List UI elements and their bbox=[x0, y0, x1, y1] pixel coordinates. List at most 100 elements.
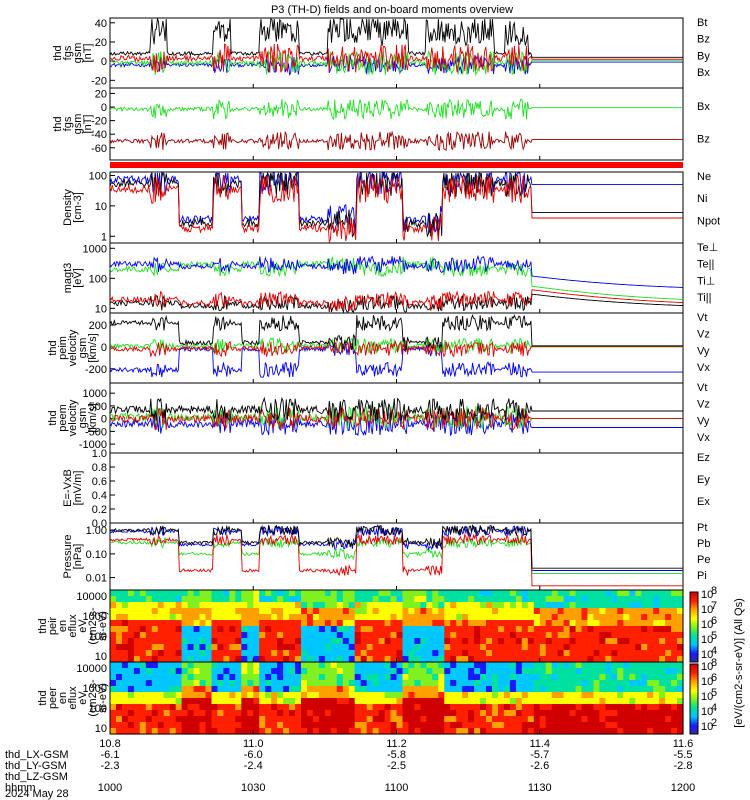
heatmap-cell bbox=[139, 716, 147, 723]
heatmap-cell bbox=[677, 638, 684, 645]
heatmap-cell bbox=[145, 638, 153, 645]
heatmap-cell bbox=[378, 680, 386, 687]
heatmap-cell bbox=[318, 674, 326, 681]
colorbar-tick: 10 bbox=[701, 661, 713, 673]
heatmap-cell bbox=[396, 704, 404, 711]
heatmap-cell bbox=[402, 674, 410, 681]
heatmap-cell bbox=[587, 674, 595, 681]
heatmap-cell bbox=[557, 656, 565, 663]
colorbar-tick: 10 bbox=[701, 619, 713, 631]
heatmap-cell bbox=[545, 596, 553, 603]
heatmap-cell bbox=[396, 716, 404, 723]
heatmap-cell bbox=[265, 602, 272, 609]
heatmap-cell bbox=[348, 590, 356, 597]
heatmap-cell bbox=[348, 620, 356, 627]
heatmap-cell bbox=[486, 668, 493, 675]
heatmap-cell bbox=[647, 632, 654, 639]
heatmap-cell bbox=[563, 692, 571, 699]
heatmap-cell bbox=[438, 698, 445, 705]
heatmap-cell bbox=[462, 590, 469, 597]
heatmap-cell bbox=[647, 710, 654, 717]
heatmap-cell bbox=[127, 632, 135, 639]
heatmap-cell bbox=[366, 620, 374, 627]
heatmap-cell bbox=[503, 728, 511, 735]
heatmap-cell bbox=[653, 704, 660, 711]
heatmap-cell bbox=[498, 710, 505, 717]
heatmap-cell bbox=[671, 638, 678, 645]
heatmap-cell bbox=[205, 710, 213, 717]
heatmap-cell bbox=[629, 596, 636, 603]
heatmap-cell bbox=[110, 680, 117, 687]
heatmap-cell bbox=[414, 644, 421, 651]
heatmap-cell bbox=[121, 650, 129, 657]
heatmap-cell bbox=[199, 596, 207, 603]
heatmap-cell bbox=[217, 662, 224, 669]
heatmap-cell bbox=[396, 686, 404, 693]
heatmap-cell bbox=[408, 608, 415, 615]
heatmap-cell bbox=[378, 656, 386, 663]
heatmap-cell bbox=[133, 644, 141, 651]
heatmap-cell bbox=[289, 626, 296, 633]
heatmap-cell bbox=[277, 626, 284, 633]
heatmap-cell bbox=[241, 638, 248, 645]
heatmap-cell bbox=[623, 686, 630, 693]
heatmap-cell bbox=[181, 722, 189, 729]
heatmap-cell bbox=[307, 722, 314, 729]
heatmap-cell bbox=[169, 668, 177, 675]
heatmap-cell bbox=[211, 728, 219, 735]
heatmap-cell bbox=[187, 698, 195, 705]
heatmap-cell bbox=[480, 596, 487, 603]
y-tick-label: 0 bbox=[101, 414, 107, 426]
heatmap-cell bbox=[402, 590, 410, 597]
heatmap-cell bbox=[623, 728, 630, 735]
heatmap-cell bbox=[587, 596, 595, 603]
heatmap-cell bbox=[127, 608, 135, 615]
heatmap-cell bbox=[283, 656, 290, 663]
heatmap-cell bbox=[175, 668, 183, 675]
heatmap-cell bbox=[151, 602, 159, 609]
heatmap-cell bbox=[581, 728, 589, 735]
heatmap-cell bbox=[205, 674, 213, 681]
heatmap-cell bbox=[295, 650, 302, 657]
legend-entry: Pi bbox=[697, 570, 707, 582]
y-tick-label: -500 bbox=[85, 426, 107, 438]
heatmap-cell bbox=[384, 650, 392, 657]
date-label: 2024 May 28 bbox=[5, 788, 69, 800]
heatmap-cell bbox=[492, 686, 499, 693]
heatmap-cell bbox=[551, 608, 559, 615]
heatmap-cell bbox=[593, 626, 601, 633]
heatmap-cell bbox=[515, 620, 523, 627]
heatmap-cell bbox=[151, 674, 159, 681]
heatmap-cell bbox=[617, 620, 624, 627]
legend-entry: Ez bbox=[697, 452, 710, 464]
heatmap-cell bbox=[515, 614, 523, 621]
heatmap-cell bbox=[372, 650, 380, 657]
heatmap-cell bbox=[581, 620, 589, 627]
heatmap-cell bbox=[151, 632, 159, 639]
heatmap-cell bbox=[366, 638, 374, 645]
heatmap-cell bbox=[301, 704, 308, 711]
heatmap-cell bbox=[211, 590, 219, 597]
heatmap-cell bbox=[360, 716, 368, 723]
heatmap-cell bbox=[521, 692, 529, 699]
heatmap-cell bbox=[259, 704, 266, 711]
heatmap-cell bbox=[372, 698, 380, 705]
heatmap-cell bbox=[360, 602, 368, 609]
heatmap-cell bbox=[121, 656, 129, 663]
heatmap-cell bbox=[605, 710, 612, 717]
heatmap-cell bbox=[330, 680, 338, 687]
heatmap-cell bbox=[498, 668, 505, 675]
heatmap-cell bbox=[527, 680, 535, 687]
heatmap-cell bbox=[498, 680, 505, 687]
heatmap-cell bbox=[330, 608, 338, 615]
heatmap-cell bbox=[175, 656, 183, 663]
heatmap-cell bbox=[623, 620, 630, 627]
heatmap-cell bbox=[229, 614, 236, 621]
heatmap-cell bbox=[581, 698, 589, 705]
heatmap-cell bbox=[151, 596, 159, 603]
heatmap-cell bbox=[116, 710, 123, 717]
heatmap-cell bbox=[169, 644, 177, 651]
heatmap-cell bbox=[462, 644, 469, 651]
heatmap-cell bbox=[456, 620, 463, 627]
y-tick-label: 1.0 bbox=[92, 448, 107, 460]
